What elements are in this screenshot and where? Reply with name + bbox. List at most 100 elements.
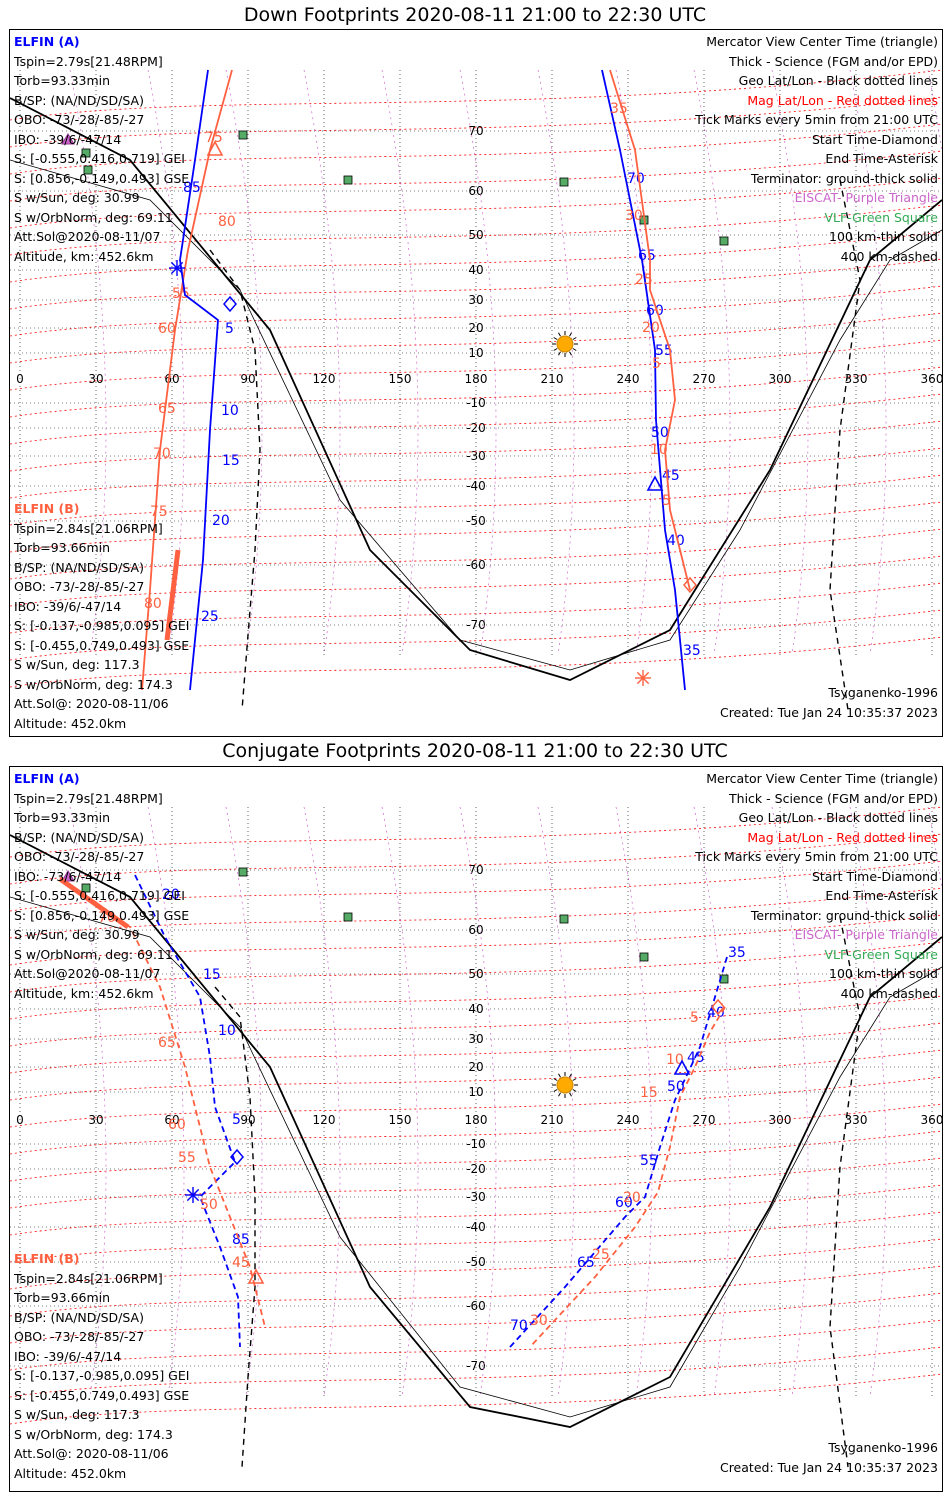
start-time-diamond-icon	[683, 576, 697, 594]
orbit-track	[529, 1006, 726, 1348]
track-tick-label: 55	[640, 1153, 658, 1169]
terminator-100km	[10, 159, 942, 671]
footer-info: Tsyganenko-1996 Created: Tue Jan 24 10:3…	[720, 683, 938, 722]
track-tick-label: 15	[203, 967, 221, 983]
elfin-b-line: IBO: -39/6/-47/14	[14, 1348, 122, 1364]
elfin-a-line: B/SP: (NA/ND/SD/SA)	[14, 92, 144, 108]
lon-tick-label: 60	[164, 372, 179, 386]
vlf-station-icon	[81, 148, 91, 158]
legend-line: VLF-Green Square	[824, 209, 938, 225]
elfin-a-header: ELFIN (A)	[14, 771, 80, 786]
eiscat-icon	[61, 133, 75, 145]
track-tick-label: 25	[635, 272, 653, 288]
mag-lon-line	[225, 69, 263, 656]
start-time-diamond-icon	[230, 1148, 244, 1166]
track-tick-label: 10	[666, 1052, 684, 1068]
sun-ray	[553, 1078, 558, 1081]
lat-tick-label: 10	[468, 1085, 483, 1099]
elfin-a-line: B/SP: (NA/ND/SD/SA)	[14, 829, 144, 845]
legend-line: End Time-Asterisk	[825, 888, 938, 903]
legend-line: 400 km-dashed	[840, 985, 938, 1001]
orbit-track	[134, 874, 241, 1348]
terminator-ground	[10, 834, 942, 1428]
track-tick-label: 20	[642, 320, 660, 336]
center-time-triangle-icon	[247, 1268, 265, 1284]
track-tick-label: 65	[638, 248, 656, 264]
elfin-b-line: Altitude: 452.0km	[14, 715, 127, 731]
track-tick-label: 70	[510, 1318, 528, 1334]
sun-ray	[569, 1092, 572, 1097]
legend-line: Mercator View Center Time (triangle)	[706, 771, 938, 786]
elfin-b-line: S w/OrbNorm, deg: 174.3	[14, 1426, 173, 1442]
sun-disk	[556, 335, 574, 353]
asterisk-stroke	[636, 671, 650, 685]
track-tick-label: 5	[662, 493, 671, 509]
track-tick-label: 30	[625, 208, 643, 224]
lon-tick-label: 330	[845, 372, 868, 386]
lat-tick-label: 20	[468, 1060, 483, 1074]
lat-tick-label: -60	[466, 1299, 486, 1313]
footer-info: Tsyganenko-1996 Created: Tue Jan 24 10:3…	[720, 1438, 938, 1477]
lat-tick-label: 40	[468, 263, 483, 277]
mag-lon-line	[537, 69, 575, 656]
lon-tick-label: 240	[617, 372, 640, 386]
lon-tick-label: 330	[845, 1113, 868, 1127]
lat-tick-label: 40	[468, 1002, 483, 1016]
track-tick-label: 45	[232, 1255, 250, 1271]
elfin-b-info: ELFIN (B) Tspin=2.84s[21.06RPM] Torb=93.…	[14, 1249, 189, 1483]
terminator-100km	[10, 896, 942, 1418]
legend-line: Mag Lat/Lon - Red dotted lines	[747, 829, 938, 845]
lat-tick-label: -20	[466, 1162, 486, 1176]
lat-tick-label: -70	[466, 618, 486, 632]
lon-tick-label: 270	[693, 1113, 716, 1127]
elfin-a-line: OBO: -73/-28/-85/-27	[14, 112, 145, 127]
elfin-b-line: S w/Sun, deg: 117.3	[14, 657, 140, 672]
track-tick-label: 85	[232, 1232, 250, 1248]
down-footprints-map: 0 30 60 90 120 150 180 210 240 270 300 330 360 70 60 50…	[9, 29, 943, 737]
lon-tick-label: 150	[389, 1113, 412, 1127]
elfin-b-line: S w/OrbNorm, deg: 174.3	[14, 676, 173, 692]
elfin-a-line: S: [-0.555,0.416,0.719] GEI	[14, 888, 185, 903]
legend-line: Geo Lat/Lon - Black dotted lines	[738, 810, 938, 825]
track-tick-label: 50	[200, 1197, 218, 1213]
lat-tick-label: -50	[466, 1255, 486, 1269]
elfin-a-line: Torb=93.33min	[14, 73, 111, 88]
lon-tick-label: 270	[693, 372, 716, 386]
sun-ray	[569, 351, 572, 356]
elfin-b-line: B/SP: (NA/ND/SD/SA)	[14, 1309, 144, 1325]
track-tick-label: 15	[640, 1085, 658, 1101]
lat-tick-label: 60	[468, 923, 483, 937]
vlf-station-icon	[639, 952, 649, 962]
elfin-b-line: Torb=93.66min	[14, 540, 111, 555]
lat-tick-label: 20	[468, 321, 483, 335]
elfin-a-line: Tspin=2.79s[21.48RPM]	[14, 790, 163, 806]
lat-tick-label: -60	[466, 558, 486, 572]
lat-tick-label: 70	[468, 863, 483, 877]
sun-ray	[558, 1092, 561, 1097]
eiscat-icon	[61, 870, 75, 882]
lon-tick-label: 60	[164, 1113, 179, 1127]
legend-line: Mercator View Center Time (triangle)	[706, 34, 938, 49]
lat-tick-label: 30	[468, 1032, 483, 1046]
elfin-b-line: OBO: -73/-28/-85/-27	[14, 1329, 145, 1344]
lat-tick-label: -10	[466, 396, 486, 410]
legend-line: EISCAT- Purple Triangle	[794, 190, 938, 205]
elfin-b-info: ELFIN (B) Tspin=2.84s[21.06RPM] Torb=93.…	[14, 499, 189, 733]
sun-ray	[572, 348, 577, 351]
lat-tick-label: 10	[468, 346, 483, 360]
start-time-diamond-icon	[223, 295, 237, 313]
lat-tick-label: -30	[466, 449, 486, 463]
legend-line: Start Time-Diamond	[811, 131, 938, 147]
track-tick-label: 80	[218, 214, 236, 230]
mag-lon-line	[225, 806, 263, 1397]
elfin-a-line: S w/Sun, deg: 30.99	[14, 190, 140, 205]
end-time-asterisk-icon	[635, 670, 651, 686]
elfin-a-line: IBO: -39/6/-47/14	[14, 131, 122, 147]
legend-line: Geo Lat/Lon - Black dotted lines	[738, 73, 938, 88]
top-panel-title: Down Footprints 2020-08-11 21:00 to 22:3…	[243, 4, 707, 26]
elfin-a-line: S w/OrbNorm, deg: 69.11	[14, 946, 173, 962]
lat-tick-label: -30	[466, 1190, 486, 1204]
track-tick-label: 50	[667, 1079, 685, 1095]
legend-line: Tick Marks every 5min from 21:00 UTC	[695, 849, 938, 864]
conjugate-footprints-map: 0 30 60 90 120 150 180 210 240 270 300 330 360 70 60 50…	[9, 766, 943, 1492]
